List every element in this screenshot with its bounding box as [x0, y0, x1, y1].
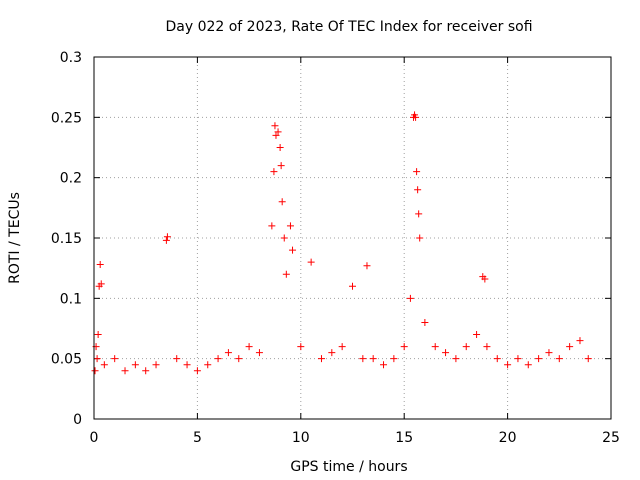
data-point [416, 234, 424, 242]
data-point [473, 331, 481, 339]
data-point [481, 275, 489, 283]
x-tick-label: 0 [90, 430, 99, 446]
data-point [555, 355, 563, 363]
data-point [224, 349, 232, 357]
data-point [359, 355, 367, 363]
x-axis-label: GPS time / hours [290, 459, 407, 475]
data-point [566, 343, 574, 351]
data-point [163, 233, 171, 241]
data-point [282, 270, 290, 278]
data-point [442, 349, 450, 357]
data-point [93, 355, 101, 363]
data-point [274, 128, 282, 136]
data-point [193, 367, 201, 375]
data-point [421, 318, 429, 326]
data-point [280, 234, 288, 242]
data-point [545, 349, 553, 357]
data-point [584, 355, 592, 363]
data-point [338, 343, 346, 351]
plot-frame [93, 56, 612, 420]
data-points [91, 111, 592, 375]
data-point [245, 343, 253, 351]
data-point [268, 222, 276, 230]
data-point [307, 258, 315, 266]
x-tick-label: 10 [292, 430, 310, 446]
x-tick-label: 20 [499, 430, 517, 446]
axis-ticks: 0 5 10 15 20 25 0 0.05 0.1 0.15 0.2 0.25 0.3 [51, 50, 620, 446]
data-point [462, 343, 470, 351]
data-point [483, 343, 491, 351]
data-point [412, 113, 420, 121]
y-tick-label: 0.1 [60, 291, 82, 307]
data-point [96, 261, 104, 269]
data-point [235, 355, 243, 363]
data-point [214, 355, 222, 363]
x-tick-label: 15 [395, 430, 413, 446]
data-point [183, 361, 191, 369]
data-point [452, 355, 460, 363]
data-point [152, 361, 160, 369]
data-point [576, 337, 584, 345]
data-point [369, 355, 377, 363]
x-tick-label: 25 [602, 430, 620, 446]
data-point [363, 262, 371, 270]
data-point [504, 361, 512, 369]
data-point [514, 355, 522, 363]
data-point [142, 367, 150, 375]
y-tick-label: 0.3 [60, 50, 82, 66]
data-point [297, 343, 305, 351]
data-point [94, 331, 102, 339]
data-point [97, 280, 105, 288]
data-point [131, 361, 139, 369]
data-point [493, 355, 501, 363]
data-point [400, 343, 408, 351]
data-point [413, 168, 421, 176]
data-point [270, 168, 278, 176]
data-point [271, 122, 279, 130]
chart-title: Day 022 of 2023, Rate Of TEC Index for r… [165, 19, 532, 35]
data-point [111, 355, 119, 363]
x-tick-label: 5 [193, 430, 202, 446]
data-point [380, 361, 388, 369]
data-point [100, 361, 108, 369]
y-tick-label: 0.2 [60, 171, 82, 187]
data-point [415, 210, 423, 218]
grid-lines [94, 57, 611, 419]
data-point [278, 198, 286, 206]
data-point [349, 282, 356, 290]
y-tick-label: 0.05 [51, 352, 82, 368]
y-tick-label: 0 [73, 412, 82, 428]
y-tick-label: 0.15 [51, 231, 82, 247]
y-axis-label: ROTI / TECUs [7, 192, 23, 284]
data-point [204, 361, 212, 369]
data-point [276, 144, 284, 151]
data-point [390, 355, 398, 363]
data-point [317, 355, 325, 363]
data-point [535, 355, 543, 363]
data-point [328, 349, 336, 357]
data-point [255, 349, 263, 357]
data-point [173, 355, 181, 363]
data-point [414, 186, 422, 194]
data-point [162, 236, 170, 244]
data-point [289, 246, 297, 254]
data-point [91, 367, 99, 375]
data-point [524, 361, 532, 369]
data-point [431, 343, 439, 351]
data-point [121, 367, 129, 375]
data-point [277, 162, 285, 170]
data-point [272, 131, 280, 139]
data-point [406, 294, 414, 302]
data-point [286, 222, 294, 230]
y-tick-label: 0.25 [51, 110, 82, 126]
